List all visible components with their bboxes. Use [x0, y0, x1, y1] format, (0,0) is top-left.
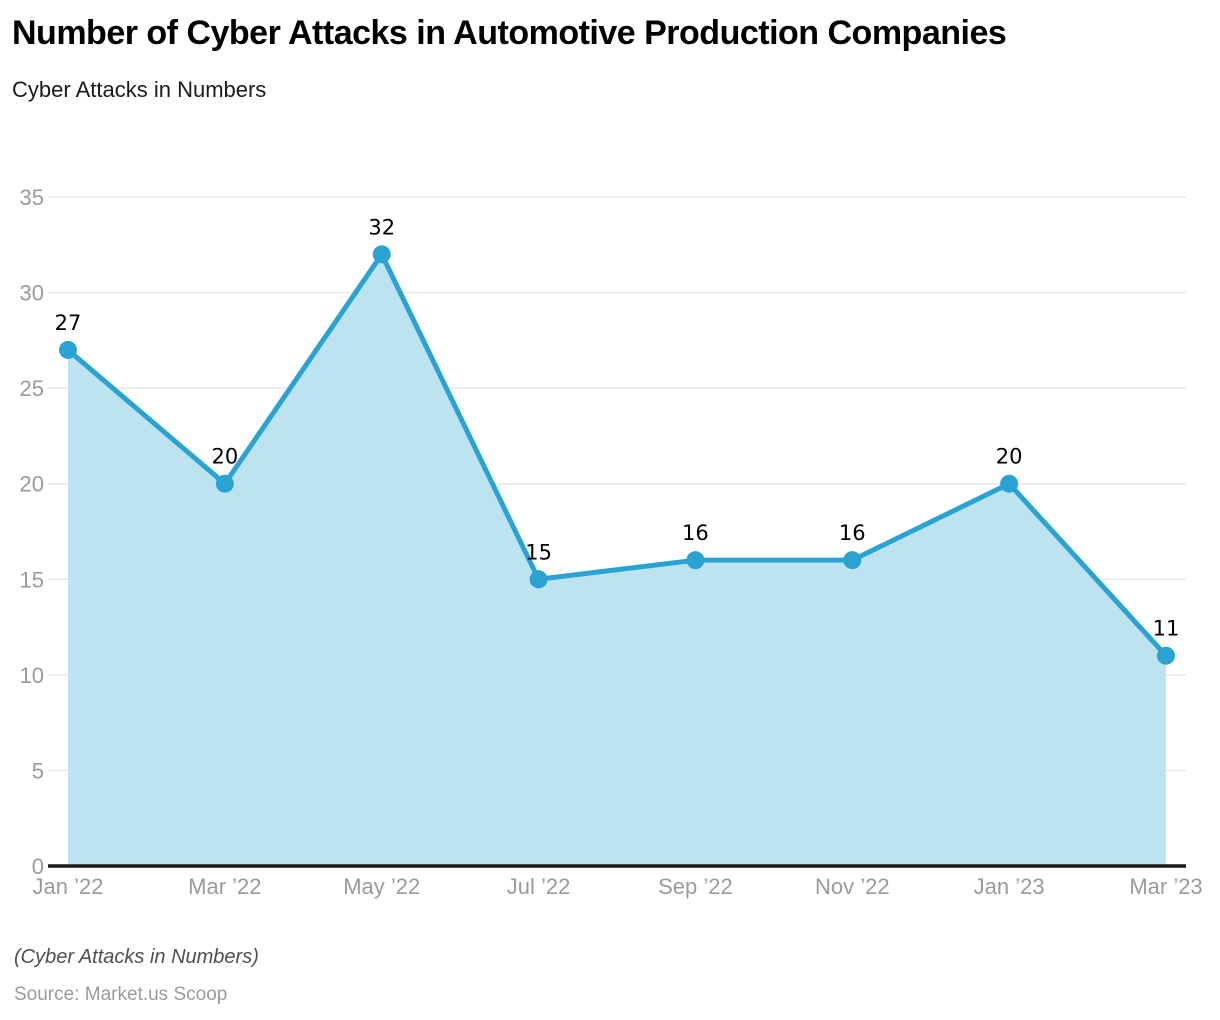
y-axis-tick-label: 15 — [20, 567, 44, 592]
y-axis-tick-label: 10 — [20, 663, 44, 688]
data-point-label: 20 — [996, 445, 1023, 469]
y-axis-tick-label: 35 — [20, 185, 44, 210]
chart-svg: 0 5 10 15 20 25 30 35 27 Jan ’22 20 Mar ’22 32 May ’2… — [20, 185, 1203, 899]
x-axis-tick-label: Jul ’22 — [507, 874, 571, 899]
x-axis-tick-label: Mar ’23 — [1129, 874, 1202, 899]
series-line — [65, 251, 1169, 659]
data-point-marker[interactable] — [843, 551, 862, 570]
data-point-label: 20 — [211, 445, 238, 469]
data-point-marker[interactable] — [529, 570, 548, 589]
y-axis-tick-label: 20 — [20, 472, 44, 497]
y-axis-tick-label: 30 — [20, 281, 44, 306]
data-point-label: 32 — [368, 215, 395, 239]
data-point-marker[interactable] — [1157, 646, 1175, 665]
chart-title: Number of Cyber Attacks in Automotive Pr… — [12, 14, 1007, 52]
series-area-fill — [68, 254, 1166, 866]
y-axis-tick-label: 5 — [32, 758, 44, 783]
data-point-marker[interactable] — [59, 340, 77, 359]
data-point-label: 16 — [839, 521, 866, 545]
x-axis-tick-label: Sep ’22 — [658, 874, 733, 899]
data-point-label: 27 — [55, 311, 82, 335]
data-point-marker[interactable] — [372, 245, 391, 264]
chart-header: Number of Cyber Attacks in Automotive Pr… — [12, 12, 1208, 103]
data-point-marker[interactable] — [686, 551, 705, 570]
data-point-marker[interactable] — [215, 474, 234, 493]
x-axis-tick-label: May ’22 — [343, 874, 420, 899]
chart-subtitle: Cyber Attacks in Numbers — [12, 76, 267, 102]
data-point-marker[interactable] — [1000, 474, 1019, 493]
x-axis-tick-label: Jan ’22 — [33, 874, 104, 899]
data-point-label: 15 — [525, 540, 552, 564]
chart-area: 0 5 10 15 20 25 30 35 27 Jan ’22 20 Mar ’22 32 May ’2… — [0, 180, 1220, 920]
data-point-label: 11 — [1153, 617, 1180, 641]
x-axis-tick-label: Jan ’23 — [974, 874, 1045, 899]
y-axis-tick-label: 0 — [32, 854, 44, 879]
chart-footer-note: (Cyber Attacks in Numbers) — [14, 946, 259, 968]
x-axis-tick-label: Nov ’22 — [815, 874, 890, 899]
chart-source: Source: Market.us Scoop — [14, 984, 228, 1005]
data-point-label: 16 — [682, 521, 709, 545]
y-axis-tick-label: 25 — [20, 376, 44, 401]
x-axis-tick-label: Mar ’22 — [188, 874, 261, 899]
